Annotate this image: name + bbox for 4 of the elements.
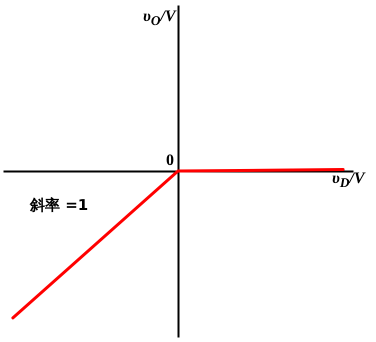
annotation: 0 [166,152,174,170]
text: υ$_{O}$/V [143,8,176,30]
x-axis-title: υ$_{D}$/V [332,170,365,192]
annotation: 斜率 =1 [30,196,88,215]
